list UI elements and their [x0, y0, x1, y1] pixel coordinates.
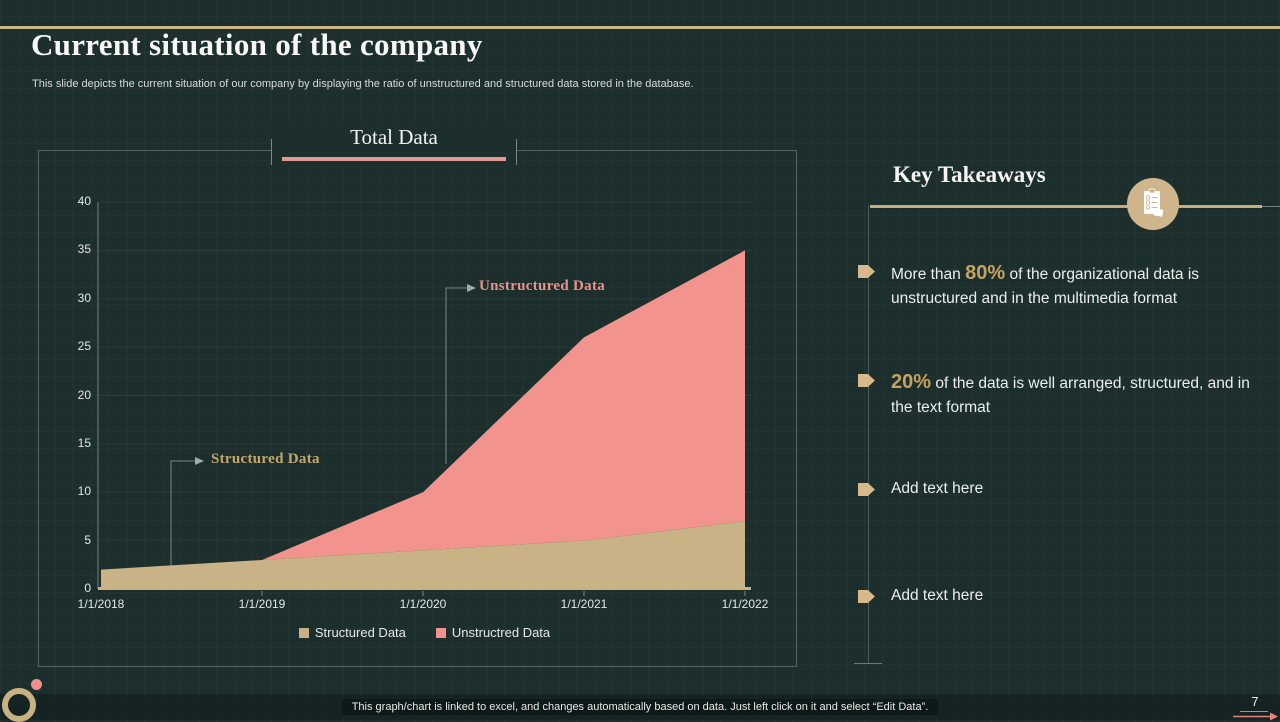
highlight-value: 80%: [965, 262, 1006, 284]
y-axis-tick-label: 30: [77, 290, 91, 305]
chart-title: Total Data: [350, 125, 438, 149]
chart-title-underline: [282, 157, 506, 161]
unstructured-callout-line: [445, 287, 467, 464]
y-axis-tick-label: 5: [84, 532, 91, 547]
page-number-underline: [1240, 711, 1268, 712]
bullet-arrow-icon: [858, 374, 875, 387]
legend-item: Unstructred Data: [435, 625, 551, 640]
structured-callout-line: [170, 460, 195, 571]
takeaways-divider-line: [870, 205, 1262, 208]
decorative-dot: [31, 679, 42, 690]
legend-label: Structured Data: [314, 625, 406, 640]
x-axis-line: [98, 587, 751, 590]
title-bracket-right: [516, 139, 517, 165]
legend-swatch-icon: [298, 627, 309, 638]
chart-legend: Structured Data Unstructred Data: [98, 625, 751, 640]
top-accent-bar: [0, 26, 1280, 29]
total-data-chart[interactable]: Total Data Structured Data Unstructured …: [38, 124, 797, 667]
x-axis-tick-label: 1/1/2021: [560, 597, 608, 611]
y-axis-tick-label: 10: [77, 484, 91, 499]
structured-data-annotation: Structured Data: [211, 451, 320, 467]
takeaway-item: More than 80% of the organizational data…: [858, 260, 1268, 309]
bullet-arrow-icon: [858, 590, 875, 603]
decorative-ring: [2, 688, 36, 722]
takeaways-divider-extension: [1262, 206, 1280, 207]
y-axis-tick-label: 40: [77, 194, 91, 208]
x-axis-tick-label: 1/1/2022: [721, 597, 769, 611]
footer-band: This graph/chart is linked to excel, and…: [0, 694, 1280, 720]
x-axis-tick-label: 1/1/2019: [238, 597, 286, 611]
legend-label: Unstructred Data: [451, 625, 551, 640]
legend-item: Structured Data: [298, 625, 406, 640]
x-axis-tick-label: 1/1/2018: [77, 597, 125, 611]
y-axis-tick-label: 15: [77, 435, 91, 450]
x-axis-ticks: [261, 591, 746, 596]
takeaway-text: Add text here: [891, 587, 984, 604]
footer-note: This graph/chart is linked to excel, and…: [341, 699, 939, 715]
takeaway-item: Add text here: [858, 585, 1268, 606]
takeaway-item: 20% of the data is well arranged, struct…: [858, 369, 1268, 418]
area-chart-canvas: [97, 201, 751, 596]
key-takeaways-panel: Key Takeaways More than 80% of the organ…: [850, 150, 1280, 680]
y-axis-tick-label: 25: [77, 339, 91, 354]
y-axis-tick-label: 35: [77, 242, 91, 257]
unstructured-callout-arrow: [467, 284, 476, 292]
bullet-arrow-icon: [858, 483, 875, 496]
y-axis-tick-label: 0: [84, 581, 91, 595]
page-subtitle: This slide depicts the current situation…: [32, 78, 694, 90]
takeaway-item: Add text here: [858, 478, 1268, 499]
takeaways-title: Key Takeaways: [893, 162, 1046, 187]
highlight-value: 20%: [891, 371, 932, 393]
structured-data-area: [101, 521, 745, 589]
structured-callout-arrow: [195, 457, 204, 465]
x-axis-tick-label: 1/1/2020: [399, 597, 447, 611]
page-number: 7: [1251, 695, 1259, 709]
unstructured-data-annotation: Unstructured Data: [479, 278, 606, 294]
clipboard-icon: [1127, 178, 1179, 230]
takeaways-connector-cap: [854, 663, 882, 664]
title-bracket-left: [271, 139, 272, 165]
takeaway-text: Add text here: [891, 480, 984, 497]
takeaway-text: More than 80% of the organizational data…: [891, 262, 1200, 307]
takeaway-text: 20% of the data is well arranged, struct…: [891, 371, 1250, 416]
takeaways-connector-line: [868, 205, 869, 663]
y-axis-tick-label: 20: [77, 387, 91, 402]
page-arrow-icon: [1233, 712, 1278, 721]
unstructured-data-area: [101, 250, 745, 570]
legend-swatch-icon: [435, 627, 446, 638]
bullet-arrow-icon: [858, 265, 875, 278]
page-title: Current situation of the company: [31, 27, 483, 62]
